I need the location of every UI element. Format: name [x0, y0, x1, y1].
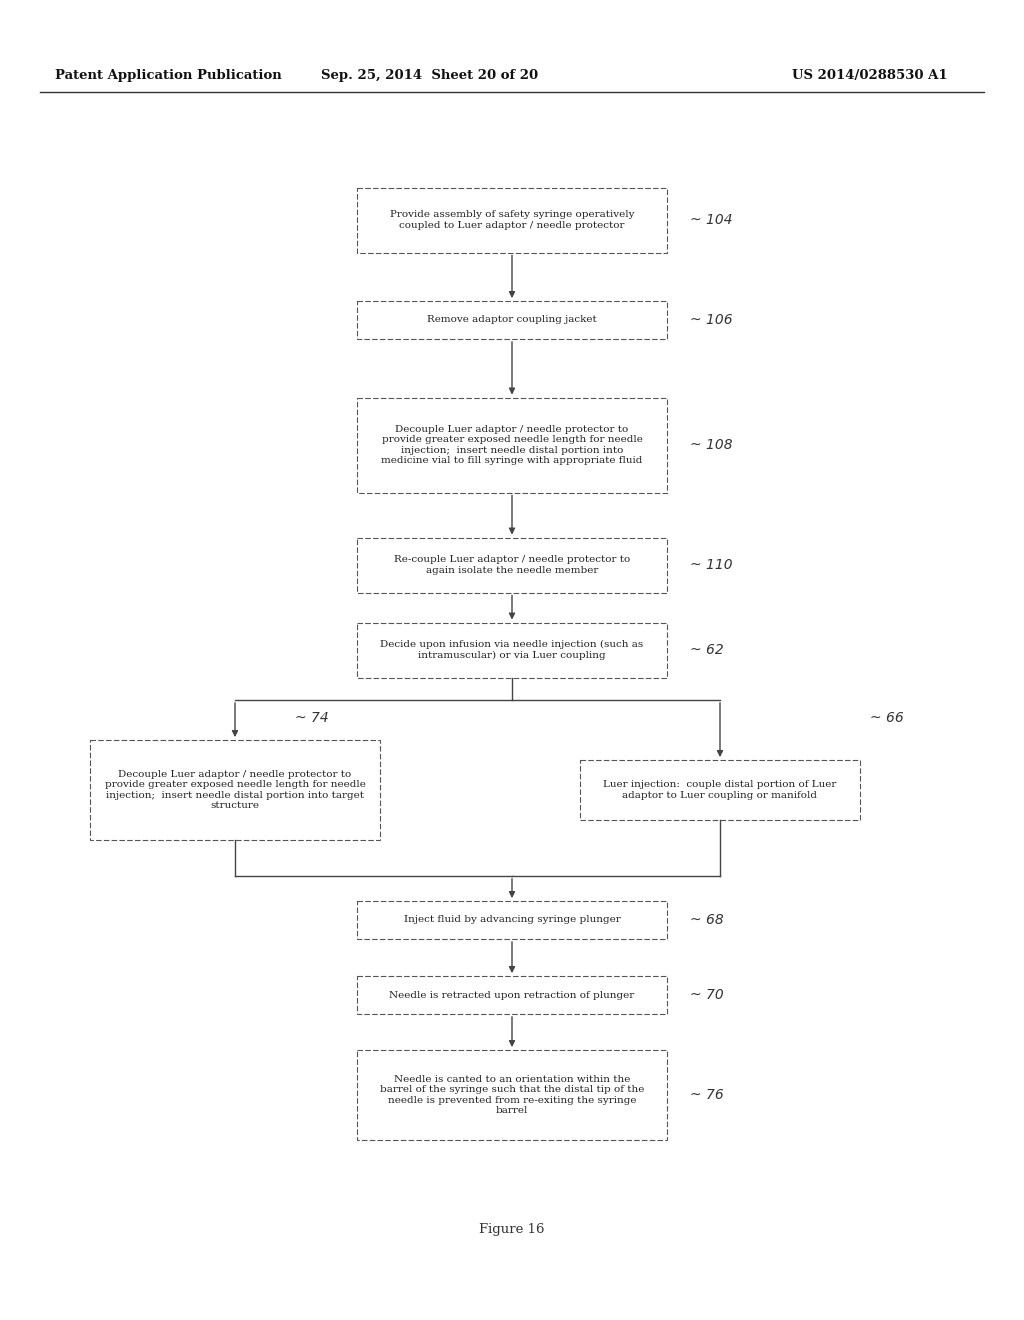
Text: Needle is canted to an orientation within the
barrel of the syringe such that th: Needle is canted to an orientation withi… [380, 1074, 644, 1115]
Text: ~ 108: ~ 108 [690, 438, 732, 451]
FancyBboxPatch shape [357, 537, 667, 593]
Text: ~ 68: ~ 68 [690, 913, 724, 927]
FancyBboxPatch shape [357, 187, 667, 252]
FancyBboxPatch shape [580, 760, 860, 820]
Text: Remove adaptor coupling jacket: Remove adaptor coupling jacket [427, 315, 597, 325]
Text: Patent Application Publication: Patent Application Publication [55, 69, 282, 82]
Text: Provide assembly of safety syringe operatively
coupled to Luer adaptor / needle : Provide assembly of safety syringe opera… [390, 210, 634, 230]
Text: Luer injection:  couple distal portion of Luer
adaptor to Luer coupling or manif: Luer injection: couple distal portion of… [603, 780, 837, 800]
Text: Figure 16: Figure 16 [479, 1224, 545, 1237]
Text: Decouple Luer adaptor / needle protector to
provide greater exposed needle lengt: Decouple Luer adaptor / needle protector… [104, 770, 366, 810]
Text: ~ 76: ~ 76 [690, 1088, 724, 1102]
FancyBboxPatch shape [357, 902, 667, 939]
Text: Inject fluid by advancing syringe plunger: Inject fluid by advancing syringe plunge… [403, 916, 621, 924]
FancyBboxPatch shape [357, 623, 667, 677]
Text: ~ 104: ~ 104 [690, 213, 732, 227]
FancyBboxPatch shape [357, 397, 667, 492]
Text: Re-couple Luer adaptor / needle protector to
again isolate the needle member: Re-couple Luer adaptor / needle protecto… [394, 556, 630, 574]
Text: ~ 110: ~ 110 [690, 558, 732, 572]
FancyBboxPatch shape [357, 975, 667, 1014]
Text: ~ 70: ~ 70 [690, 987, 724, 1002]
FancyBboxPatch shape [90, 741, 380, 840]
Text: ~ 106: ~ 106 [690, 313, 732, 327]
Text: ~ 66: ~ 66 [870, 711, 904, 725]
Text: ~ 74: ~ 74 [295, 711, 329, 725]
Text: ~ 62: ~ 62 [690, 643, 724, 657]
Text: Needle is retracted upon retraction of plunger: Needle is retracted upon retraction of p… [389, 990, 635, 999]
Text: Decouple Luer adaptor / needle protector to
provide greater exposed needle lengt: Decouple Luer adaptor / needle protector… [381, 425, 643, 465]
FancyBboxPatch shape [357, 1049, 667, 1140]
Text: Decide upon infusion via needle injection (such as
intramuscular) or via Luer co: Decide upon infusion via needle injectio… [380, 640, 644, 660]
FancyBboxPatch shape [357, 301, 667, 339]
Text: US 2014/0288530 A1: US 2014/0288530 A1 [793, 69, 948, 82]
Text: Sep. 25, 2014  Sheet 20 of 20: Sep. 25, 2014 Sheet 20 of 20 [322, 69, 539, 82]
